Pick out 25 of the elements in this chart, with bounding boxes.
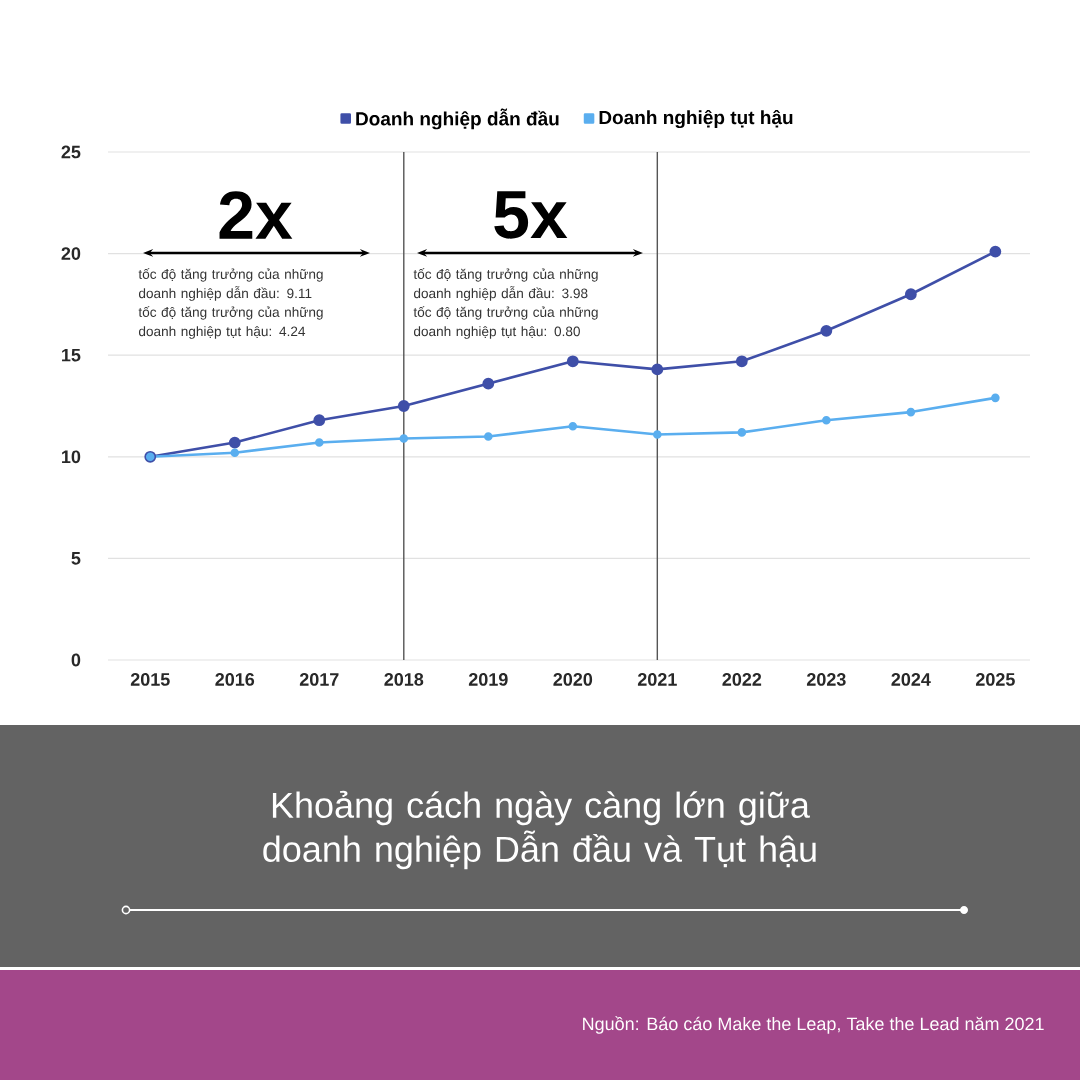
legend-label: Doanh nghiệp dẫn đầu	[356, 108, 559, 130]
x-tick-label: 2024	[891, 673, 931, 686]
annotation: tốc độ tăng trưởng của những doanh nghiệp tụt hậu: 4.24	[138, 306, 323, 339]
text: Nguồn: Báo cáo Make the Leap, Take the Lead năm 2021	[583, 1016, 1044, 1034]
x-tick-label: 2017	[299, 673, 339, 686]
annotation: 5x	[494, 191, 568, 239]
y-tick-label: 25	[61, 145, 81, 159]
x-tick-label: 2018	[384, 673, 424, 686]
x-tick-label: 2025	[975, 673, 1015, 686]
x-tick-label: 2021	[637, 673, 677, 686]
y-tick-label: 0	[71, 653, 81, 667]
legend-label: Doanh nghiệp tụt hậu	[599, 109, 793, 129]
x-tick-label: 2023	[806, 673, 846, 686]
annotation: 2x	[219, 191, 293, 239]
text: Khoảng cách ngày càng lớn giữa doanh nghiệp Dẫn đầu và Tụt hậu	[263, 790, 816, 870]
x-tick-label: 2022	[722, 673, 762, 686]
y-tick-label: 20	[61, 247, 81, 260]
annotation: tốc độ tăng trưởng của những doanh nghiệp tụt hậu: 0.80	[413, 306, 598, 339]
x-tick-label: 2019	[468, 673, 508, 686]
x-tick-label: 2016	[215, 673, 255, 686]
x-tick-label: 2015	[130, 673, 170, 686]
y-tick-label: 15	[62, 348, 81, 362]
x-tick-label: 2020	[553, 673, 593, 686]
y-tick-label: 10	[62, 450, 81, 464]
y-tick-label: 5	[71, 552, 81, 565]
